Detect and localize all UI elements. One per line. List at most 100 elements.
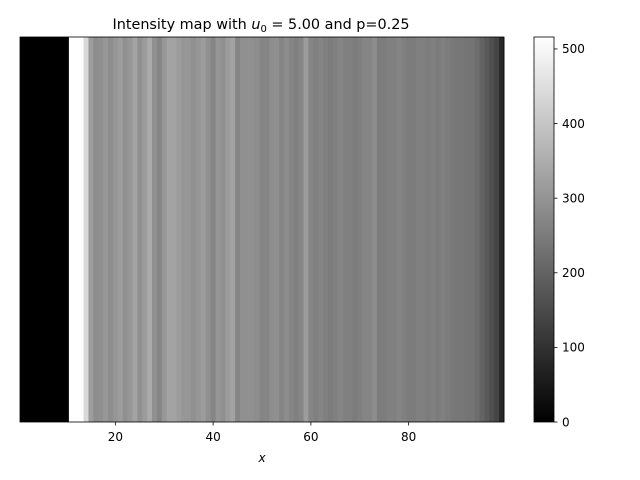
colorbar-tick-label: 200 [562, 266, 585, 280]
heatmap-cell [372, 37, 378, 422]
colorbar-tick-label: 100 [562, 341, 585, 355]
heatmap-cell [244, 37, 251, 422]
heatmap-cell [176, 37, 182, 422]
heatmap-cell [166, 37, 172, 422]
heatmap-cell [68, 37, 75, 422]
heatmap-cell [420, 37, 427, 422]
heatmap-cell [269, 37, 275, 422]
x-axis: 20 40 60 80 [108, 422, 416, 444]
heatmap-cell [156, 37, 163, 422]
heatmap-cell [264, 37, 270, 422]
heatmap-cell [337, 37, 344, 422]
heatmap-cell [499, 37, 505, 422]
x-tick-label: 20 [108, 430, 123, 444]
heatmap-cell [132, 37, 138, 422]
heatmap-cell [367, 37, 373, 422]
heatmap-cell [161, 37, 168, 422]
chart-title-suffix: and p=0.25 [320, 17, 409, 33]
heatmap-cell [83, 37, 89, 422]
heatmap-cell [49, 37, 55, 422]
heatmap-cell [171, 37, 177, 422]
heatmap-cell [127, 37, 133, 422]
heatmap-cell [88, 37, 94, 422]
colorbar [533, 36, 555, 423]
colorbar-tick-label: 0 [562, 415, 570, 429]
heatmap-cell [44, 37, 50, 422]
heatmap-cell [259, 37, 265, 422]
heatmap-cell [425, 37, 432, 422]
x-tick-label: 80 [401, 430, 416, 444]
colorbar-axis: 0 100 200 300 400 500 [554, 42, 585, 429]
heatmap-cell [440, 37, 446, 422]
heatmap-cell [450, 37, 456, 422]
chart-title-prefix: Intensity map with [112, 17, 251, 33]
heatmap-cell [196, 37, 202, 422]
heatmap-cell [411, 37, 417, 422]
heatmap-cell [284, 37, 290, 422]
heatmap-cell [200, 37, 207, 422]
heatmap-cell [254, 37, 260, 422]
heatmap-cell [191, 37, 197, 422]
heatmap-cell [205, 37, 212, 422]
heatmap-cell [112, 37, 119, 422]
heatmap-cell [78, 37, 84, 422]
heatmap-cell [73, 37, 80, 422]
heatmap-cell [20, 37, 26, 422]
heatmap-cell [328, 37, 334, 422]
heatmap-cell [230, 37, 236, 422]
heatmap-cell [288, 37, 295, 422]
heatmap-cell [332, 37, 339, 422]
heatmap-cell [357, 37, 363, 422]
chart-title-math-sub: 0 [260, 24, 266, 35]
colorbar-tick-label: 500 [562, 42, 585, 56]
heatmap-cell [24, 37, 31, 422]
heatmap-cell [362, 37, 368, 422]
heatmap-cell [210, 37, 216, 422]
heatmap-cell [117, 37, 124, 422]
heatmap-cell [274, 37, 280, 422]
heatmap-cell [313, 37, 319, 422]
heatmap-cell [235, 37, 241, 422]
heatmap-cell [401, 37, 407, 422]
heatmap-cell [318, 37, 324, 422]
heatmap-cell [103, 37, 109, 422]
plot-frame [19, 36, 505, 423]
chart-title-math-var: u [251, 17, 260, 33]
heatmap-cell [220, 37, 226, 422]
x-tick-label: 40 [205, 430, 220, 444]
heatmap-cell [215, 37, 221, 422]
heatmap-cell [249, 37, 256, 422]
heatmap-cell [347, 37, 353, 422]
heatmap-cell [469, 37, 476, 422]
heatmap-cell [386, 37, 392, 422]
heatmap-cells [20, 37, 505, 422]
heatmap-cell [396, 37, 402, 422]
heatmap-cell [54, 37, 60, 422]
heatmap-cell [435, 37, 441, 422]
heatmap-cell [122, 37, 128, 422]
heatmap-cell [39, 37, 45, 422]
heatmap-cell [64, 37, 70, 422]
heatmap-cell [391, 37, 397, 422]
heatmap-cell [186, 37, 192, 422]
x-tick-label: 60 [303, 430, 318, 444]
colorbar-tick-label: 300 [562, 191, 585, 205]
heatmap-cell [445, 37, 451, 422]
heatmap-cell [489, 37, 495, 422]
heatmap-cell [381, 37, 388, 422]
heatmap-cell [484, 37, 490, 422]
heatmap-cell [181, 37, 187, 422]
heatmap-cell [142, 37, 148, 422]
heatmap-cell [98, 37, 104, 422]
heatmap-cell [416, 37, 422, 422]
heatmap-cell [93, 37, 99, 422]
heatmap-cell [308, 37, 314, 422]
heatmap-cell [298, 37, 304, 422]
heatmap-cell [240, 37, 246, 422]
heatmap-cell [323, 37, 329, 422]
chart-title-math-rest: = 5.00 [267, 17, 320, 33]
colorbar-tick-label: 400 [562, 117, 585, 131]
heatmap-cell [376, 37, 383, 422]
heatmap-cell [460, 37, 466, 422]
